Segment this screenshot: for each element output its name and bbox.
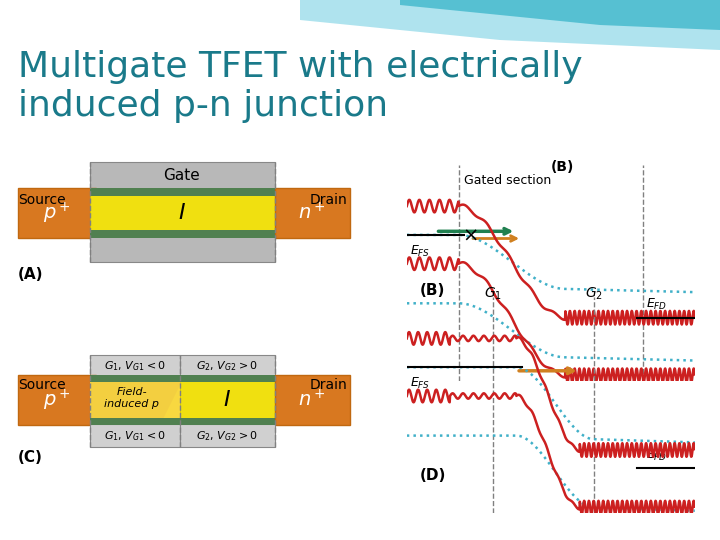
Bar [18,375,96,425]
Text: (A): (A) [18,267,43,282]
Text: (D): (D) [420,468,446,483]
Bar [180,424,275,447]
Bar [90,162,275,190]
Text: Source: Source [18,193,66,207]
Bar [90,230,275,238]
Bar [180,355,275,377]
Bar [90,424,180,447]
Bar [90,418,275,425]
Text: $E_{FS}$: $E_{FS}$ [410,376,430,392]
Text: $G_1$: $G_1$ [484,286,503,302]
Text: Drain: Drain [310,378,348,392]
Text: (B): (B) [420,283,446,298]
Bar [275,375,350,425]
Text: Field-
induced p: Field- induced p [104,387,160,409]
Text: $\times$: $\times$ [462,225,478,245]
Polygon shape [400,0,720,30]
Bar [90,375,185,425]
Text: $G_2$, $V_{G2}$$>$0: $G_2$, $V_{G2}$$>$0 [196,429,258,443]
Bar [90,188,275,238]
Bar [90,236,275,262]
Polygon shape [300,0,720,50]
Bar [90,355,180,377]
Text: $G_1$, $V_{G1}$$<$0: $G_1$, $V_{G1}$$<$0 [104,429,166,443]
Text: Source: Source [18,378,66,392]
Text: Multigate TFET with electrically
induced p-n junction: Multigate TFET with electrically induced… [18,50,582,124]
Bar [90,188,275,196]
Polygon shape [0,0,720,90]
Text: Gate: Gate [163,168,200,184]
Text: $I$: $I$ [223,390,231,410]
Text: Drain: Drain [310,193,348,207]
Bar [180,375,275,425]
Text: $G_1$, $V_{G1}$$<$0: $G_1$, $V_{G1}$$<$0 [104,359,166,373]
Text: $G_2$: $G_2$ [585,286,603,302]
Text: $E_{FS}$: $E_{FS}$ [410,244,430,259]
Text: $E_{FD}$: $E_{FD}$ [646,448,667,463]
Text: $p^+$: $p^+$ [43,387,71,413]
Text: Gated section: Gated section [464,174,552,187]
Bar [90,375,275,382]
Text: (B): (B) [551,160,574,174]
Text: $E_{FD}$: $E_{FD}$ [646,297,667,312]
Text: (C): (C) [18,450,43,465]
Bar [275,188,350,238]
Polygon shape [90,375,185,425]
Text: $n^+$: $n^+$ [298,389,326,410]
Text: $p^+$: $p^+$ [43,200,71,226]
Text: $I$: $I$ [178,203,186,223]
Text: $G_2$, $V_{G2}$$>$0: $G_2$, $V_{G2}$$>$0 [196,359,258,373]
Text: $n^+$: $n^+$ [298,202,326,224]
Bar [18,188,96,238]
